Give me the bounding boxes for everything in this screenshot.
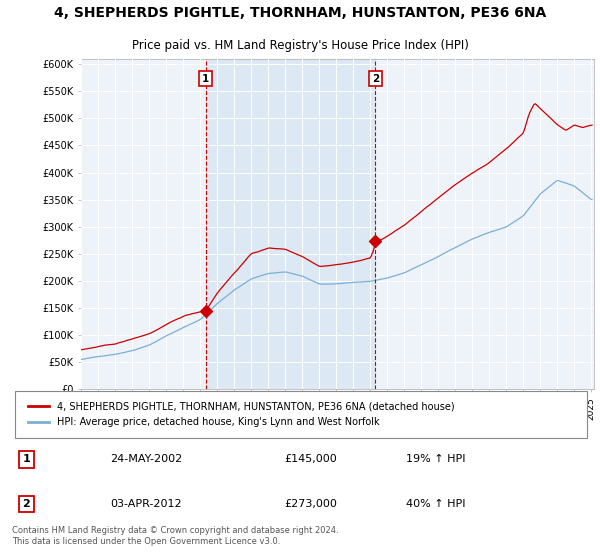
Text: Contains HM Land Registry data © Crown copyright and database right 2024.
This d: Contains HM Land Registry data © Crown c… — [12, 526, 338, 546]
Text: 2: 2 — [372, 73, 379, 83]
Text: 40% ↑ HPI: 40% ↑ HPI — [406, 499, 465, 509]
Bar — [206, 59, 376, 389]
Text: Price paid vs. HM Land Registry's House Price Index (HPI): Price paid vs. HM Land Registry's House … — [131, 39, 469, 53]
Text: 2: 2 — [23, 499, 31, 509]
Text: 24-MAY-2002: 24-MAY-2002 — [110, 454, 182, 464]
Legend: 4, SHEPHERDS PIGHTLE, THORNHAM, HUNSTANTON, PE36 6NA (detached house), HPI: Aver: 4, SHEPHERDS PIGHTLE, THORNHAM, HUNSTANT… — [23, 396, 459, 432]
Text: 03-APR-2012: 03-APR-2012 — [110, 499, 182, 509]
Text: 4, SHEPHERDS PIGHTLE, THORNHAM, HUNSTANTON, PE36 6NA: 4, SHEPHERDS PIGHTLE, THORNHAM, HUNSTANT… — [54, 6, 546, 20]
Text: 1: 1 — [23, 454, 31, 464]
Text: 1: 1 — [202, 73, 209, 83]
Text: £145,000: £145,000 — [284, 454, 337, 464]
FancyBboxPatch shape — [15, 391, 587, 437]
Text: £273,000: £273,000 — [284, 499, 337, 509]
Text: 19% ↑ HPI: 19% ↑ HPI — [406, 454, 465, 464]
